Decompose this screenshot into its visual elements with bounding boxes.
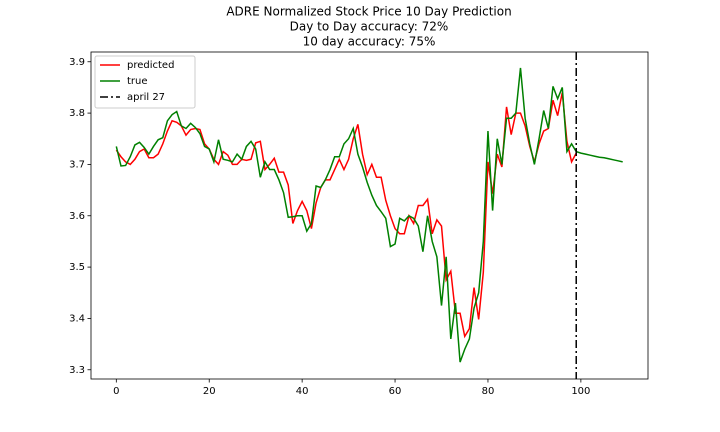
y-tick-label: 3.7 — [69, 159, 85, 170]
y-tick-label: 3.4 — [69, 313, 85, 324]
series-line — [115, 67, 623, 363]
x-tick-label: 60 — [389, 386, 402, 397]
y-tick-label: 3.6 — [69, 211, 85, 222]
chart-subtitle: 10 day accuracy: 75% — [303, 35, 436, 49]
x-tick-label: 40 — [296, 386, 309, 397]
legend-label: april 27 — [127, 92, 165, 103]
y-tick-label: 3.9 — [69, 57, 85, 68]
legend-label: predicted — [127, 60, 174, 71]
legend-label: true — [127, 76, 148, 87]
x-tick-label: 80 — [482, 386, 495, 397]
chart-title: ADRE Normalized Stock Price 10 Day Predi… — [226, 5, 511, 19]
legend-box — [94, 55, 196, 109]
x-tick-label: 20 — [203, 386, 216, 397]
series-line — [115, 92, 577, 339]
chart-subtitle: Day to Day accuracy: 72% — [290, 20, 449, 34]
x-tick-label: 0 — [113, 386, 119, 397]
y-tick-label: 3.3 — [69, 365, 85, 376]
y-tick-label: 3.8 — [69, 108, 85, 119]
x-tick-label: 100 — [571, 386, 590, 397]
y-tick-label: 3.5 — [69, 262, 85, 273]
